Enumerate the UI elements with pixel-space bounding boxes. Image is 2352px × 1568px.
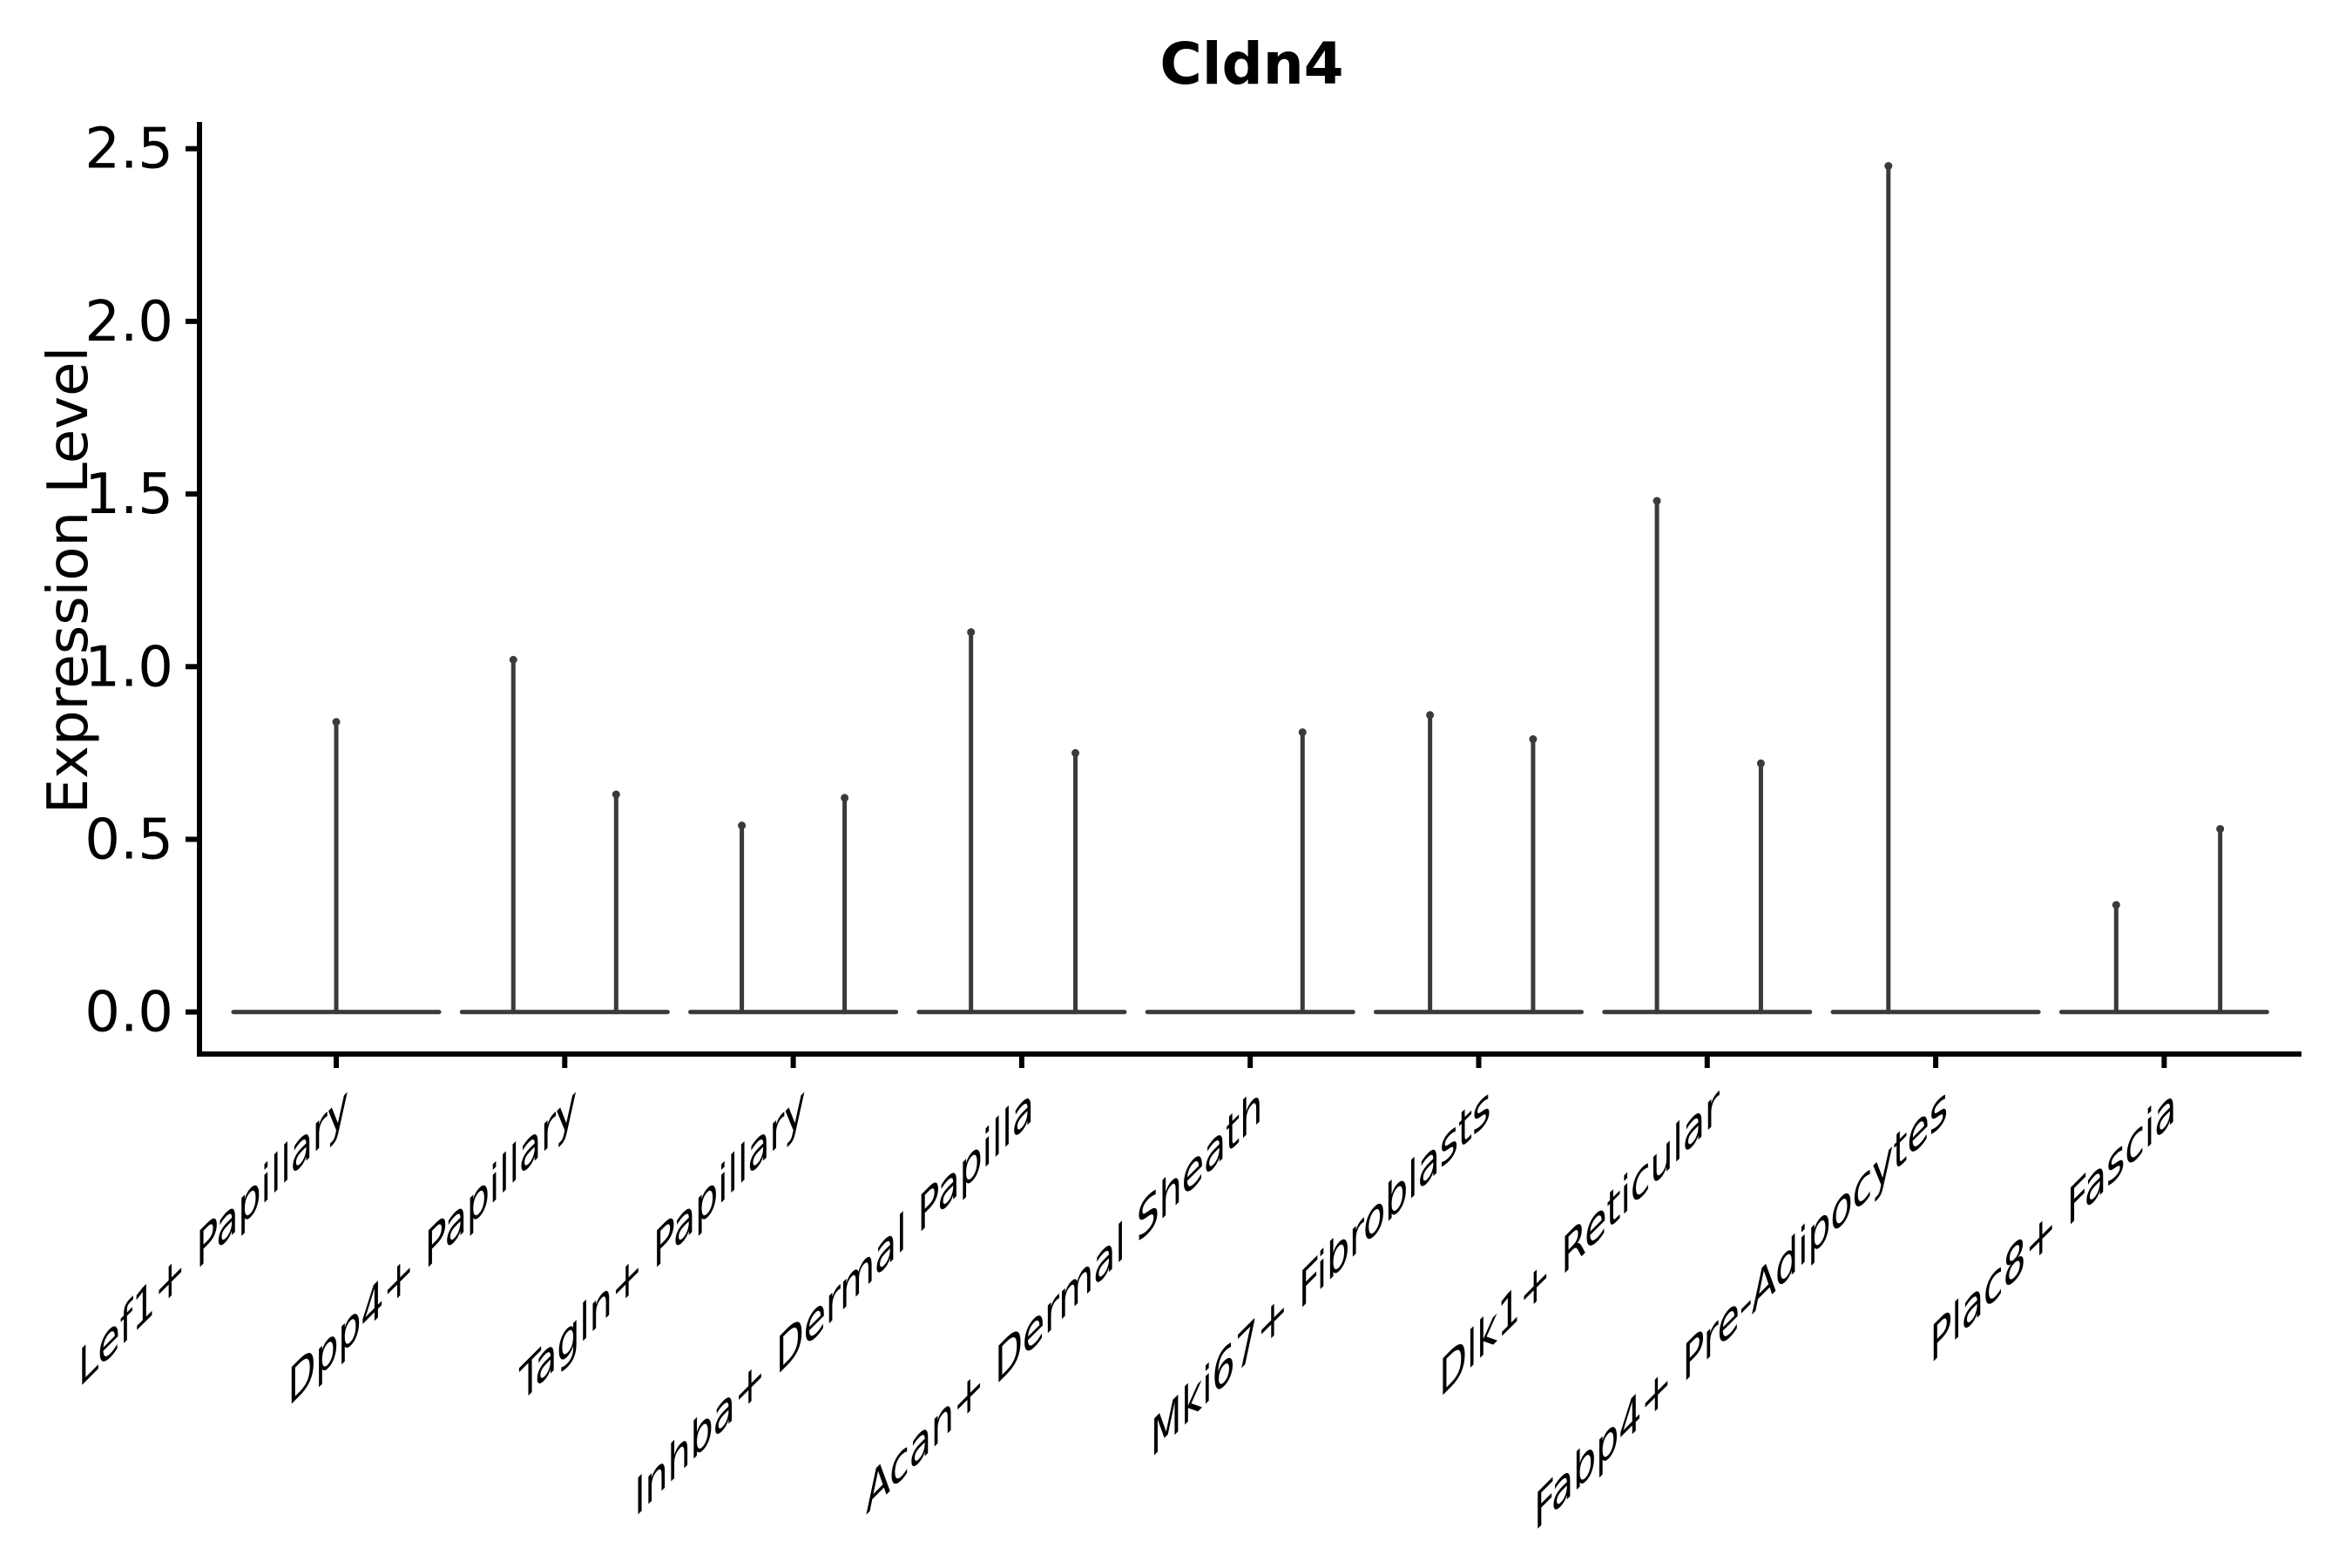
violin-peak-tip xyxy=(509,655,517,664)
violin-peak-tip xyxy=(1071,748,1080,757)
x-tick-label: Fabp4+ Pre-Adipocytes xyxy=(1534,1071,1948,1544)
violin-peak-tip xyxy=(2216,825,2225,834)
violin-peak-tip xyxy=(1426,711,1435,720)
y-tick-label: 1.5 xyxy=(84,463,173,527)
y-tick-label: 2.5 xyxy=(84,118,173,182)
axes-layer: 0.0 0.5 1.0 1.5 2.0 2.5 xyxy=(84,118,2301,1068)
violin-peak-tip xyxy=(1756,759,1765,767)
x-tick-label: Acan+ Dermal Sheath xyxy=(866,1071,1262,1527)
violin-peak-tip xyxy=(1652,497,1661,505)
violin-peak-tip xyxy=(841,794,849,802)
violin-peak-tip xyxy=(738,821,747,830)
violins-layer xyxy=(231,162,2269,1015)
y-axis-title: Expression Level xyxy=(37,347,101,814)
violin-peak-tip xyxy=(1298,728,1307,737)
violin-peak-tip xyxy=(332,718,341,727)
y-tick-label: 0.5 xyxy=(84,808,173,873)
violin-peak-tip xyxy=(1529,735,1538,744)
x-tick-label: Inhba+ Dermal Papilla xyxy=(635,1071,1034,1530)
violin-peak-tip xyxy=(967,628,976,637)
plot-title: Cldn4 xyxy=(1159,30,1343,98)
y-tick-label: 0.0 xyxy=(84,981,173,1045)
x-tick-label: Plac8+ Fascia xyxy=(1930,1071,2177,1377)
violin-peak-tip xyxy=(2112,901,2120,909)
violin-peak-tip xyxy=(1884,162,1893,171)
y-tick-label: 2.0 xyxy=(84,290,173,355)
y-tick-label: 1.0 xyxy=(84,635,173,700)
violin-peak-tip xyxy=(612,790,620,799)
